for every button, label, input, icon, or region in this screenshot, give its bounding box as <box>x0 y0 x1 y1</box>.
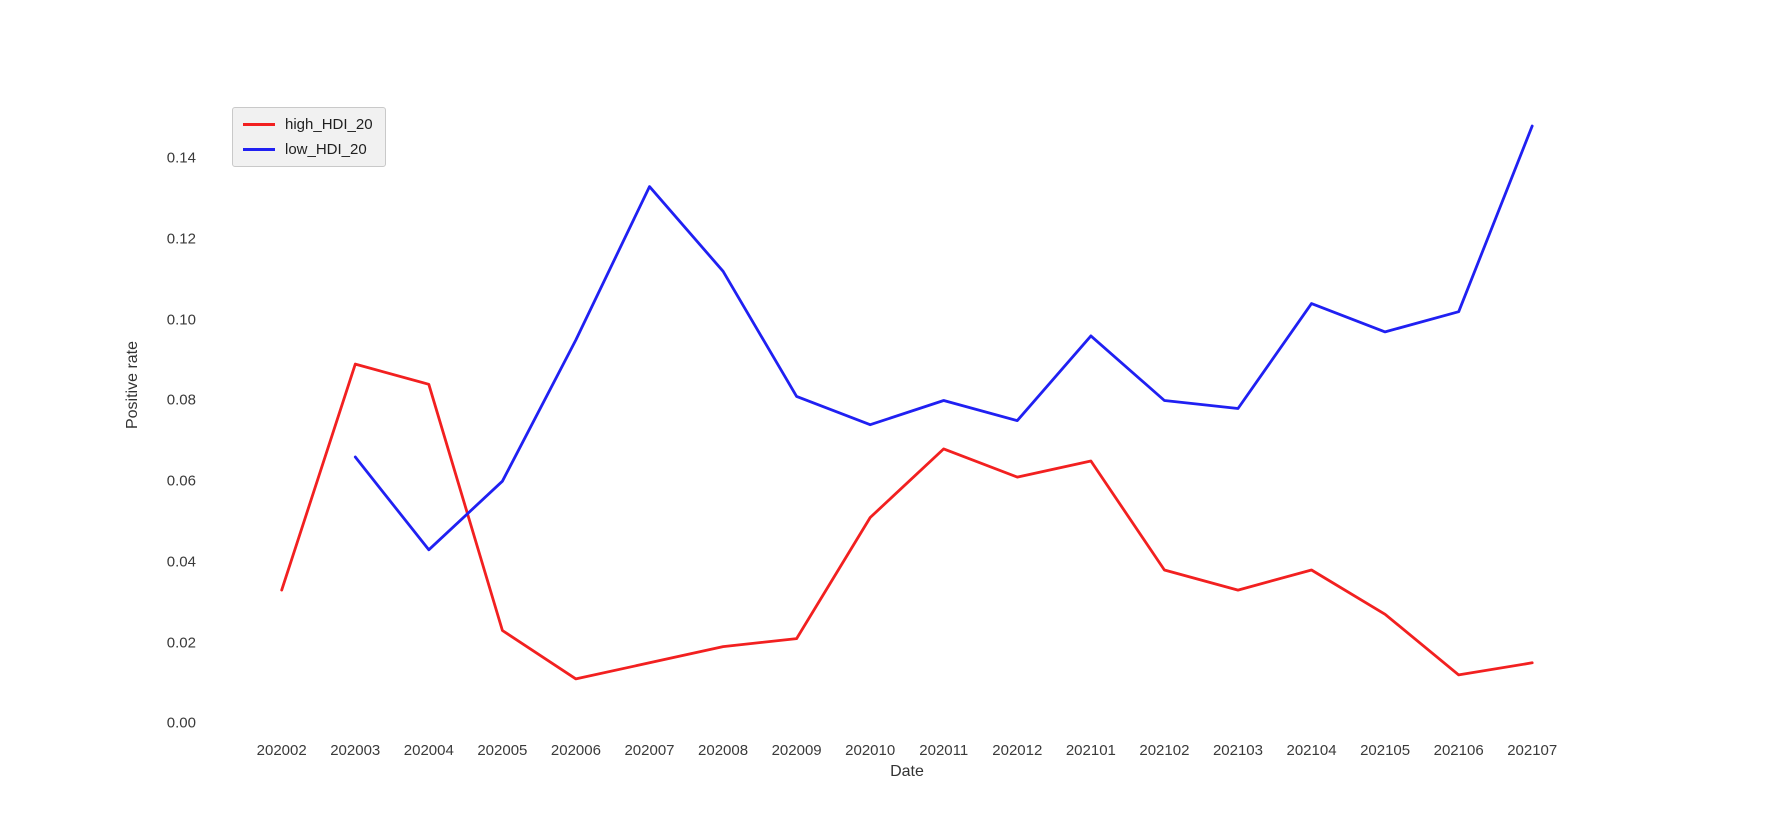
y-tick-label: 0.02 <box>166 634 196 652</box>
x-tick-label: 202002 <box>256 742 307 759</box>
series-line-low_HDI_20 <box>353 124 1534 552</box>
y-axis-title: Positive rate <box>124 340 141 430</box>
legend-entry-high: high_HDI_20 <box>243 112 373 137</box>
x-tick-label: 202106 <box>1433 742 1484 759</box>
x-tick-label: 202008 <box>698 742 749 759</box>
x-tick-label: 202005 <box>477 742 528 759</box>
legend-label: low_HDI_20 <box>285 141 367 158</box>
y-tick-label: 0.12 <box>166 230 196 248</box>
legend-label: high_HDI_20 <box>285 116 373 133</box>
x-tick-label: 202010 <box>845 742 896 759</box>
x-tick-label: 202102 <box>1139 742 1190 759</box>
x-tick-label: 202006 <box>550 742 601 759</box>
x-tick-label: 202103 <box>1212 742 1263 759</box>
x-tick-label: 202011 <box>919 742 969 759</box>
x-tick-label: 202009 <box>771 742 822 759</box>
x-tick-label: 202004 <box>403 742 454 759</box>
y-tick-label: 0.04 <box>166 553 196 571</box>
x-axis-title: Date <box>890 763 924 780</box>
x-tick-label: 202007 <box>624 742 675 759</box>
x-tick-label: 202104 <box>1286 742 1337 759</box>
x-tick-label: 202012 <box>992 742 1043 759</box>
x-tick-label: 202105 <box>1360 742 1411 759</box>
y-tick-label: 0.08 <box>166 391 196 409</box>
x-tick-label: 202107 <box>1507 742 1558 759</box>
legend-entry-low: low_HDI_20 <box>243 137 373 162</box>
x-tick-label: 202101 <box>1065 742 1116 759</box>
legend: high_HDI_20 low_HDI_20 <box>232 107 386 167</box>
y-tick-label: 0.14 <box>166 149 196 167</box>
legend-line-swatch-red <box>243 123 275 126</box>
y-tick-label: 0.00 <box>166 714 196 732</box>
legend-line-swatch-blue <box>243 148 275 151</box>
y-tick-label: 0.06 <box>166 472 196 490</box>
series-line-high_HDI_20 <box>280 362 1534 681</box>
x-tick-label: 202003 <box>330 742 381 759</box>
y-tick-label: 0.10 <box>166 311 196 329</box>
